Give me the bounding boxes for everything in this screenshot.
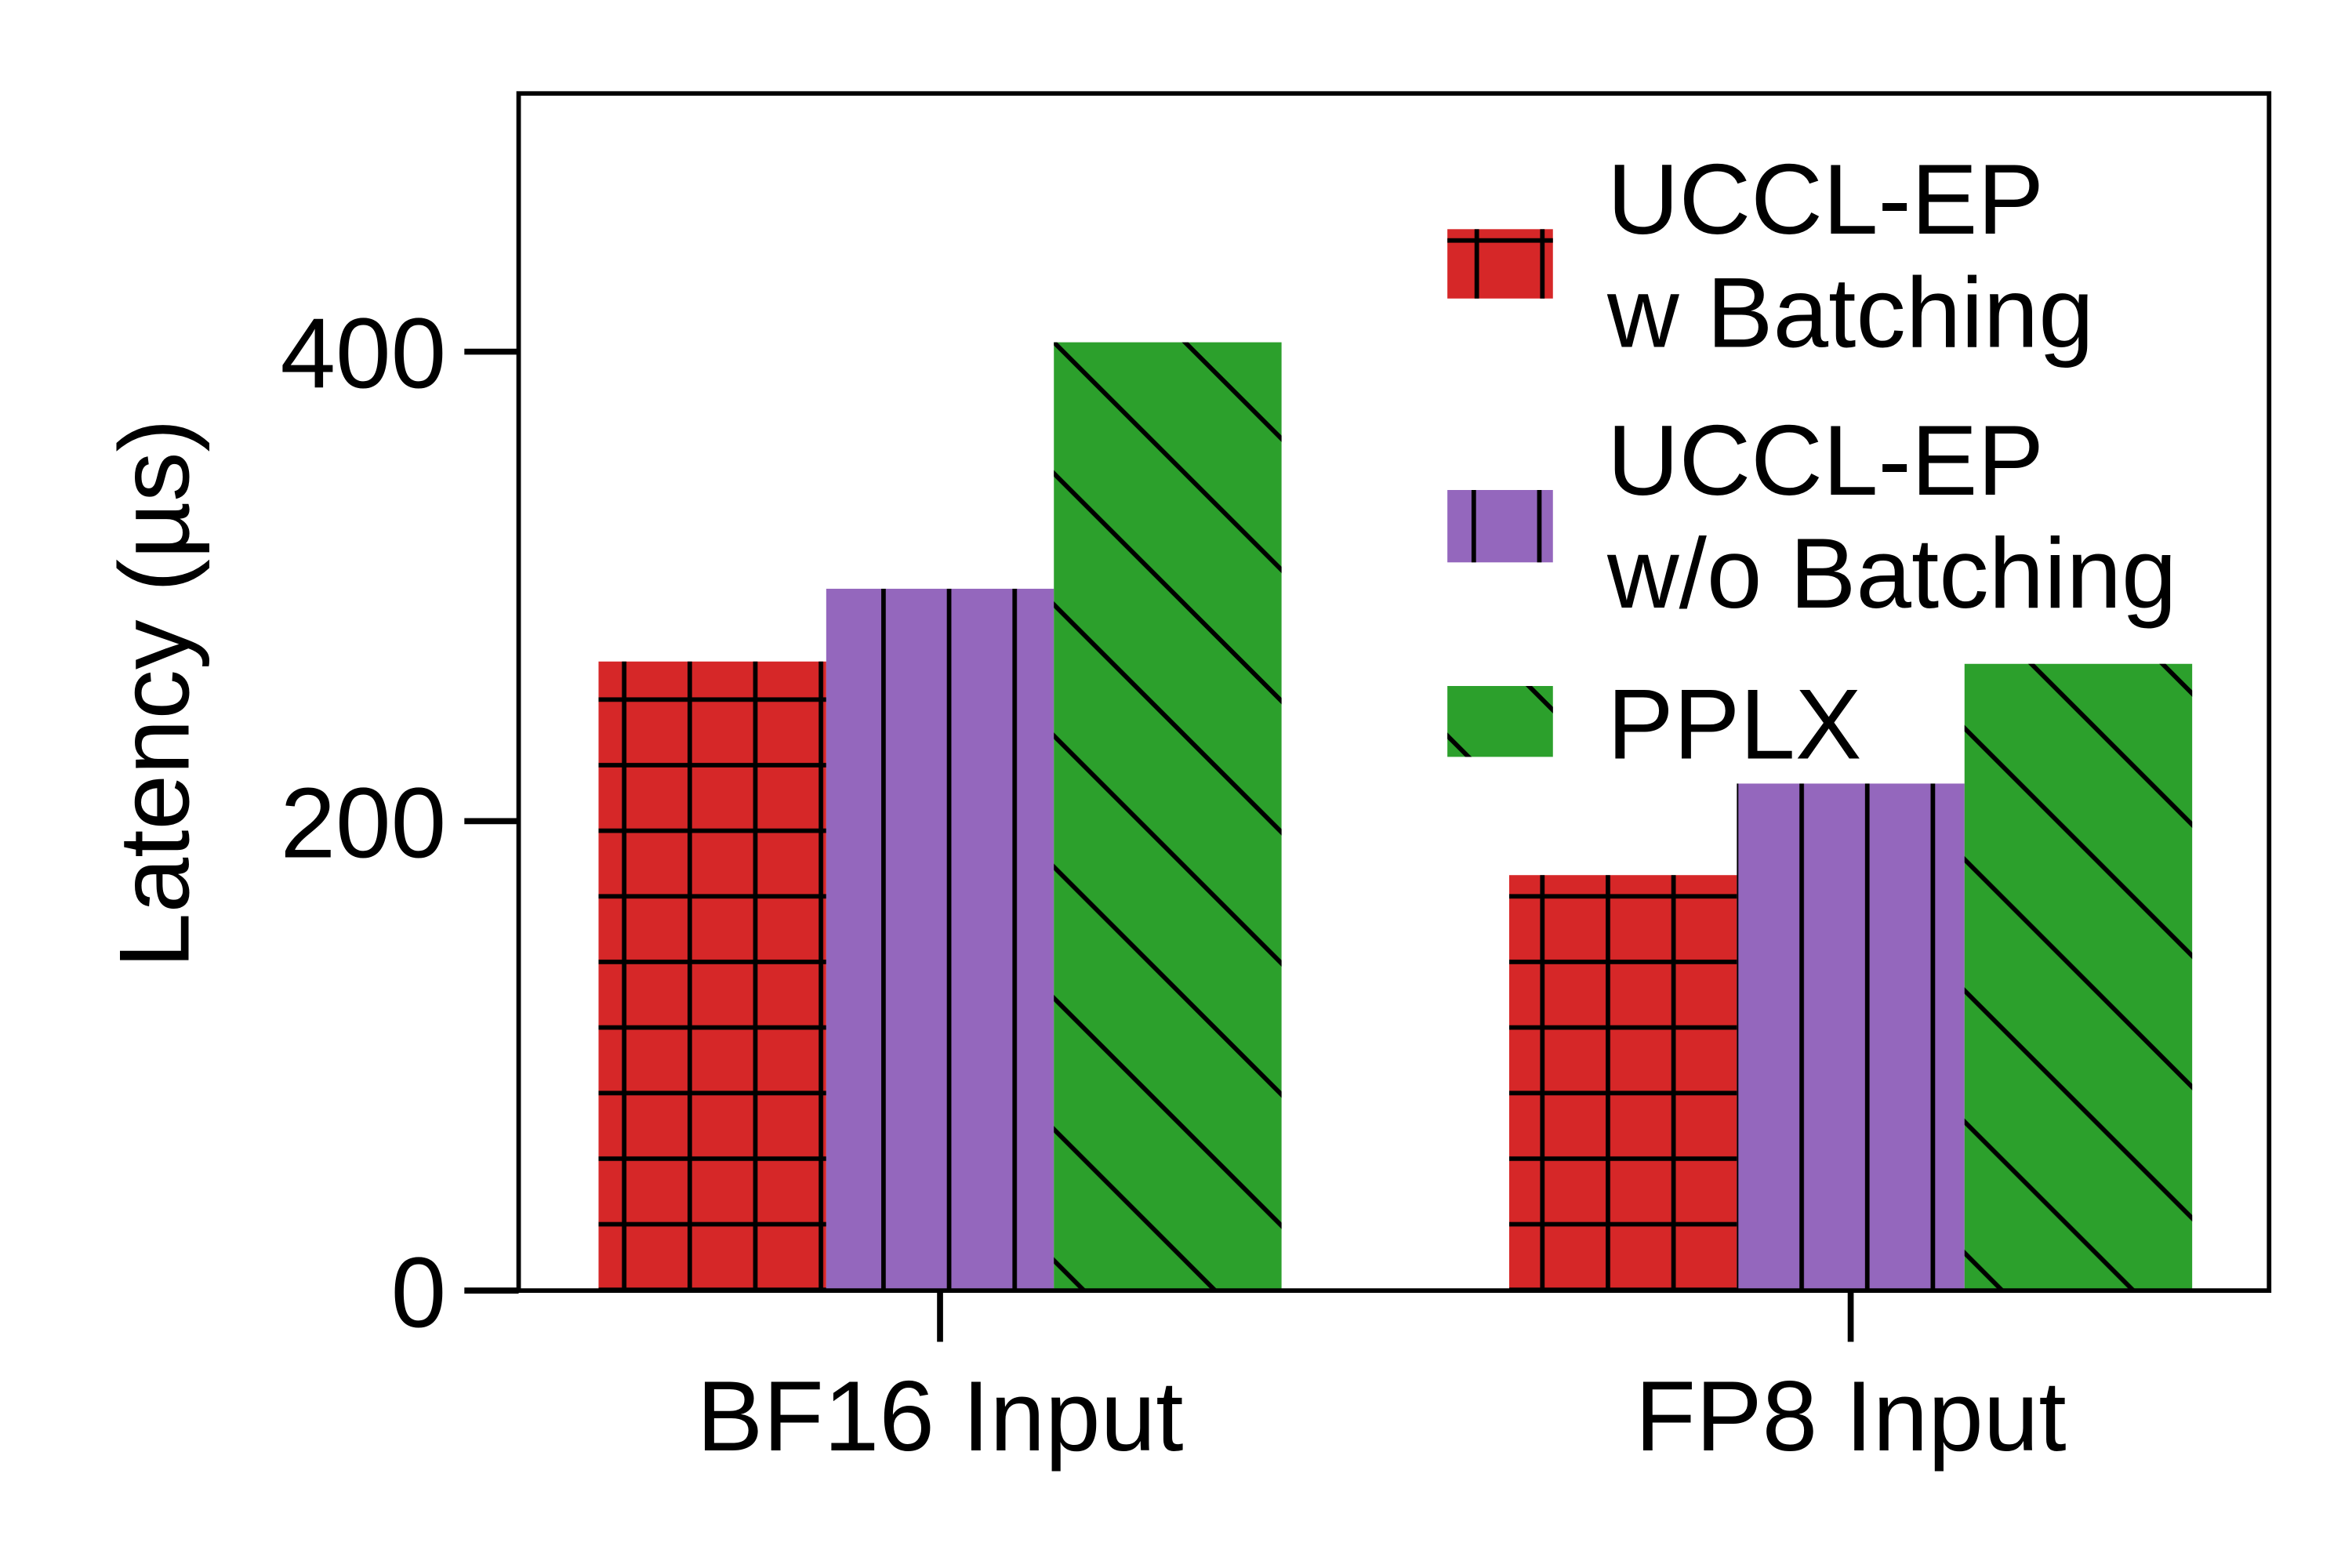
x-tick-label: BF16 Input <box>697 1360 1184 1472</box>
bar-hatch-1-1 <box>1737 783 1965 1291</box>
bar-hatch-0-0 <box>598 661 826 1291</box>
y-axis: 0 200 400 <box>280 298 519 1348</box>
bar-hatch-2-0 <box>1054 342 1282 1291</box>
y-axis-label: Latency (µs) <box>98 419 209 968</box>
bars-group <box>598 342 2193 1291</box>
bar-hatch-0-1 <box>1509 875 1737 1291</box>
legend-label: UCCL-EP <box>1607 405 2044 516</box>
bar-hatch-2-1 <box>1964 663 2193 1291</box>
legend-swatch-hatch-1 <box>1447 490 1553 563</box>
bar-hatch-1-0 <box>826 588 1054 1291</box>
legend-label: w Batching <box>1606 256 2094 368</box>
y-tick-label: 400 <box>280 298 446 409</box>
legend-swatch-hatch-2 <box>1447 686 1553 757</box>
legend-label: PPLX <box>1607 668 1862 779</box>
y-tick-label: 200 <box>280 768 446 879</box>
legend-swatch-hatch-0 <box>1447 229 1553 299</box>
legend-label: UCCL-EP <box>1607 143 2044 255</box>
legend-label: w/o Batching <box>1606 517 2177 629</box>
plot-frame <box>516 91 2272 1294</box>
x-axis: BF16 Input FP8 Input <box>697 1290 2067 1472</box>
y-tick-label: 0 <box>391 1236 447 1348</box>
x-tick-label: FP8 Input <box>1635 1360 2066 1472</box>
